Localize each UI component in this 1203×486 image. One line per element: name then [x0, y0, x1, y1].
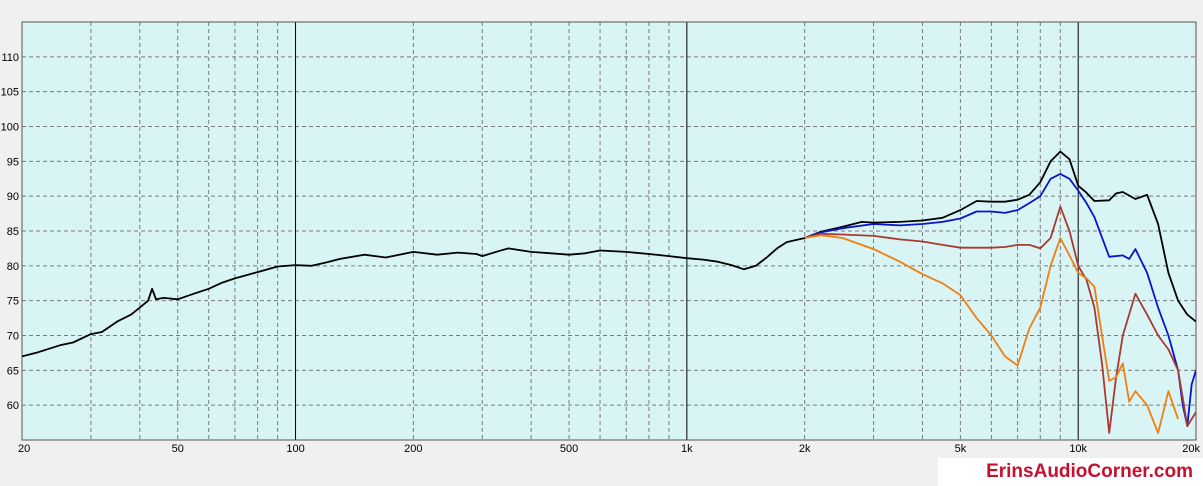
- series-line-2: [804, 173, 1196, 427]
- y-tick-label: 80: [7, 261, 19, 273]
- x-tick-label: 10k: [1069, 443, 1087, 455]
- y-tick-label: 90: [7, 191, 19, 203]
- x-tick-label: 100: [286, 443, 304, 455]
- y-tick-label: 110: [1, 52, 19, 64]
- y-tick-label: 60: [7, 400, 19, 412]
- x-tick-label: 500: [560, 443, 578, 455]
- series-line-4: [804, 234, 1179, 434]
- y-tick-label: 85: [7, 226, 19, 238]
- series-line-1: [22, 150, 1196, 358]
- y-tick-label: 75: [7, 296, 19, 308]
- x-tick-label: 200: [404, 443, 422, 455]
- series-line-3: [804, 205, 1196, 434]
- plot-border: [21, 21, 1197, 441]
- plot-area: [22, 22, 1196, 440]
- x-tick-label: 50: [172, 443, 184, 455]
- x-tick-label: 1k: [681, 443, 693, 455]
- y-tick-label: 95: [7, 156, 19, 168]
- x-tick-label: 2k: [799, 443, 811, 455]
- y-tick-label: 100: [1, 122, 19, 134]
- x-tick-label: 20: [18, 443, 30, 455]
- y-tick-label: 105: [1, 87, 19, 99]
- y-tick-label: 70: [7, 331, 19, 343]
- y-tick-label: 65: [7, 365, 19, 377]
- watermark-text: ErinsAudioCorner.com: [938, 458, 1203, 486]
- x-tick-label: 5k: [955, 443, 967, 455]
- x-tick-label: 20k: [1182, 443, 1200, 455]
